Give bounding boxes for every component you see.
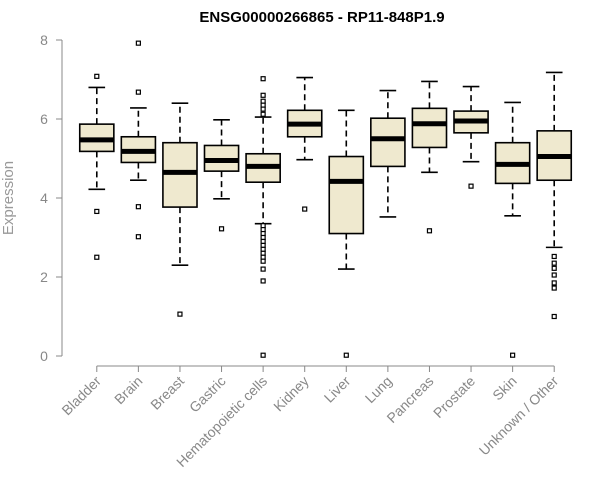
outlier-point — [551, 272, 557, 278]
iqr-box — [328, 155, 365, 235]
boxes-layer — [78, 40, 573, 358]
outlier-point — [135, 40, 141, 46]
outlier-point — [94, 208, 100, 215]
outlier-point — [551, 260, 557, 266]
outlier-point — [135, 204, 141, 210]
y-axis: 0 2 4 6 8 — [40, 32, 63, 364]
outlier-point — [426, 228, 433, 234]
x-tick-label: Breast — [147, 373, 187, 413]
box-pancreas — [411, 80, 448, 234]
outlier-point — [260, 258, 266, 264]
x-tick-label: Bladder — [58, 373, 104, 419]
outlier-point — [94, 254, 100, 260]
x-tick-label: Prostate — [430, 373, 478, 421]
y-tick-label: 4 — [40, 190, 48, 206]
outlier-point — [551, 280, 557, 286]
outlier-point — [343, 352, 349, 358]
x-tick-label: Kidney — [270, 373, 312, 415]
y-tick-label: 0 — [40, 348, 48, 364]
outlier-point — [260, 106, 266, 112]
box-brain — [120, 40, 157, 240]
box-unknown-other — [536, 71, 573, 320]
outlier-point — [260, 76, 266, 82]
box-breast — [162, 102, 198, 317]
chart-title: ENSG00000266865 - RP11-848P1.9 — [199, 9, 444, 26]
y-tick-label: 2 — [40, 269, 48, 285]
x-tick-label: Skin — [489, 373, 520, 404]
outlier-point — [260, 111, 266, 117]
outlier-point — [177, 311, 183, 317]
outlier-point — [94, 73, 100, 79]
iqr-box — [370, 117, 406, 168]
outlier-point — [302, 206, 308, 212]
box-hematopoietic-cells — [245, 76, 281, 358]
x-tick-label: Lung — [362, 373, 395, 406]
outlier-point — [218, 226, 225, 232]
outlier-point — [551, 285, 557, 291]
outlier-point — [551, 265, 557, 271]
box-prostate — [453, 85, 489, 189]
box-liver — [328, 109, 365, 358]
x-tick-label: Liver — [321, 373, 354, 406]
box-skin — [494, 101, 531, 358]
outlier-point — [510, 352, 516, 358]
outlier-point — [551, 313, 557, 320]
box-lung — [370, 89, 406, 218]
outlier-point — [135, 234, 141, 240]
iqr-box — [411, 107, 448, 149]
iqr-box — [162, 141, 198, 208]
box-bladder — [78, 73, 115, 260]
box-kidney — [286, 76, 323, 212]
x-tick-label: Brain — [111, 373, 145, 407]
y-tick-label: 8 — [40, 32, 48, 48]
outlier-point — [260, 278, 266, 284]
outlier-point — [260, 266, 266, 272]
y-tick-label: 6 — [40, 111, 48, 127]
outlier-point — [551, 253, 557, 260]
outlier-point — [468, 183, 474, 189]
outlier-point — [135, 89, 141, 95]
outlier-point — [260, 92, 266, 98]
outlier-point — [260, 352, 266, 358]
x-tick-label: Unknown / Other — [476, 373, 562, 459]
box-gastric — [203, 118, 240, 232]
y-axis-label: Expression — [0, 161, 17, 235]
